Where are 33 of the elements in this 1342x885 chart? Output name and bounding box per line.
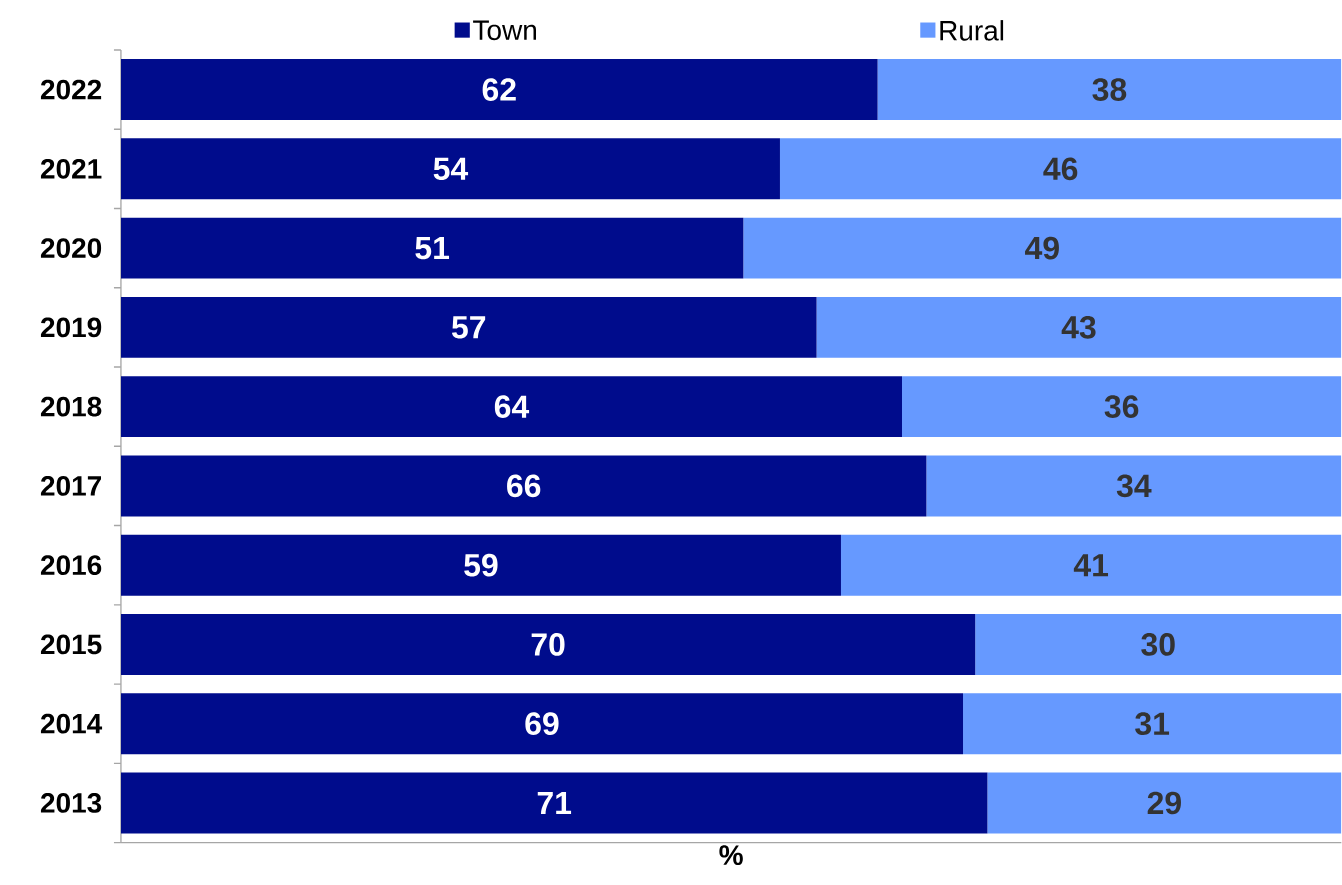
- data-label: 57: [451, 316, 486, 339]
- data-label: 38: [1092, 78, 1127, 102]
- data-label: 29: [1147, 791, 1181, 815]
- y-tick-label: 2020: [40, 238, 102, 259]
- y-tick-label: 2022: [40, 79, 102, 100]
- y-tick-label: 2014: [40, 714, 103, 734]
- legend-label: Rural: [940, 20, 1004, 41]
- y-tick-label: 2019: [40, 317, 102, 338]
- data-label: 46: [1043, 157, 1078, 181]
- data-label: 51: [415, 237, 450, 260]
- data-label: 62: [482, 78, 516, 102]
- data-label: 43: [1061, 316, 1096, 339]
- data-label: 64: [494, 395, 530, 419]
- x-axis-title: %: [719, 845, 743, 866]
- legend-label: Town: [473, 20, 537, 41]
- data-label: 69: [525, 712, 559, 736]
- data-label: 71: [537, 792, 572, 815]
- data-label: 36: [1104, 395, 1139, 419]
- y-tick-label: 2016: [40, 555, 102, 576]
- data-label: 31: [1135, 712, 1170, 736]
- y-tick-label: 2017: [40, 476, 101, 497]
- data-label: 49: [1025, 237, 1059, 260]
- data-label: 54: [433, 157, 469, 181]
- data-label: 66: [507, 474, 541, 498]
- data-label: 41: [1073, 554, 1109, 577]
- y-tick-label: 2013: [40, 793, 102, 814]
- data-label: 70: [531, 633, 565, 656]
- y-tick-label: 2021: [40, 159, 102, 179]
- data-label: 30: [1141, 633, 1175, 656]
- y-tick-label: 2015: [40, 634, 102, 655]
- y-tick-label: 2018: [40, 396, 102, 417]
- data-label: 59: [464, 554, 498, 577]
- data-label: 34: [1116, 474, 1152, 498]
